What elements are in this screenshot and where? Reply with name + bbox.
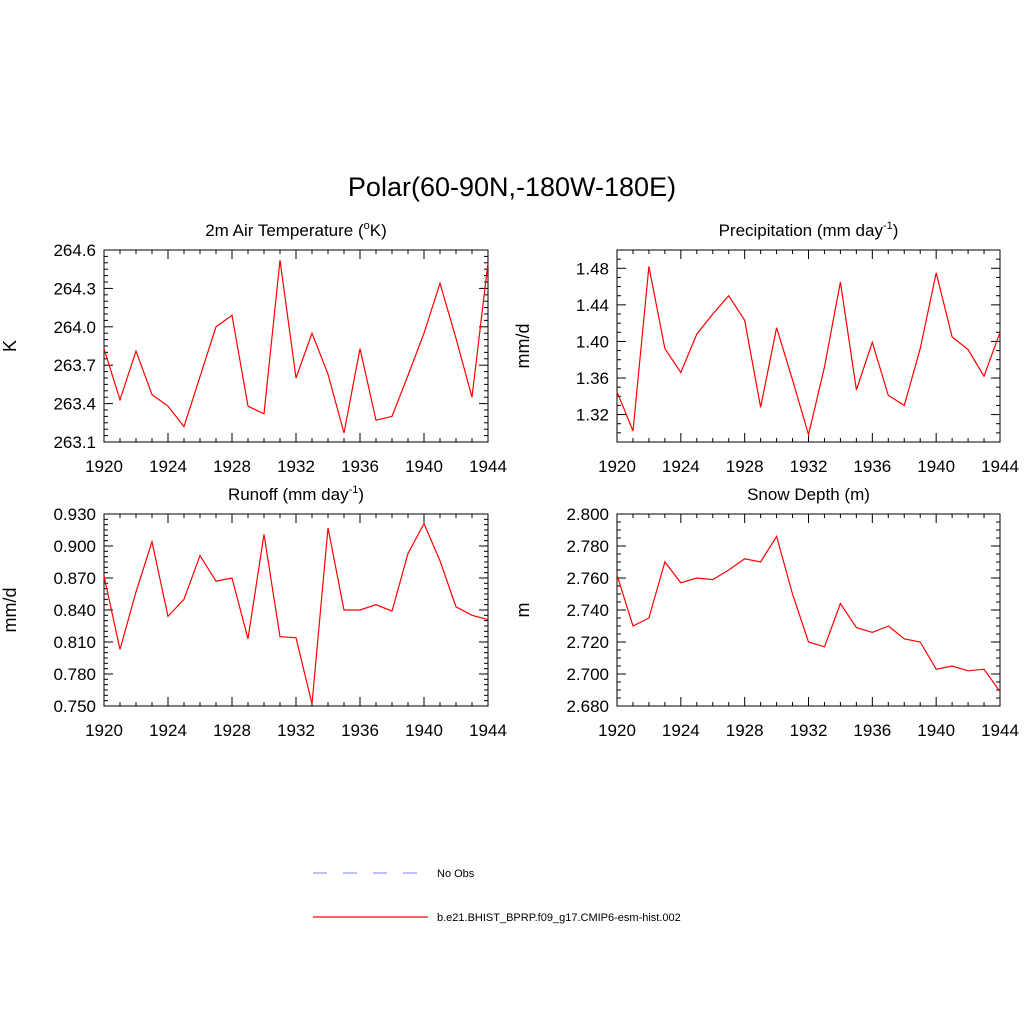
panel-title-main: 2m Air Temperature ( <box>205 221 364 240</box>
series-line-runoff <box>103 522 489 705</box>
x-tick-label: 1944 <box>469 457 507 476</box>
plot-frame-snow-depth <box>616 513 1001 707</box>
y-tick-label: 2.800 <box>566 505 609 524</box>
y-tick-label: 0.870 <box>53 569 96 588</box>
y-axis-label: m <box>513 603 533 618</box>
y-tick-label: 0.930 <box>53 505 96 524</box>
y-tick-label: 1.44 <box>576 296 609 315</box>
panel-title-main: Snow Depth (m) <box>747 485 870 504</box>
x-tick-label: 1924 <box>662 457 700 476</box>
y-tick-label: 2.780 <box>566 537 609 556</box>
x-tick-label: 1932 <box>277 721 315 740</box>
y-tick-label: 1.36 <box>576 369 609 388</box>
x-tick-label: 1940 <box>917 721 955 740</box>
y-tick-label: 2.760 <box>566 569 609 588</box>
panel-title: Runoff (mm day-1) <box>228 484 364 504</box>
y-tick-label: 1.32 <box>576 406 609 425</box>
series-line-air-temperature <box>103 260 489 434</box>
x-tick-label: 1928 <box>213 457 251 476</box>
y-axis-label: mm/d <box>0 588 20 633</box>
plot-frame-air-temperature <box>103 249 489 443</box>
y-tick-label: 263.7 <box>53 356 96 375</box>
y-tick-label: 2.720 <box>566 633 609 652</box>
plot-frame-runoff <box>103 513 489 707</box>
panel-snow-depth: 1920 1924 1928 1932 1936 1940 1944 2.680 2.700 2.… <box>513 485 1019 740</box>
x-tick-label: 1936 <box>341 721 379 740</box>
series-line-precipitation <box>616 266 1001 438</box>
panel-title-main: Runoff (mm day <box>228 485 349 504</box>
y-tick-label: 263.4 <box>53 395 96 414</box>
y-tick-label: 2.740 <box>566 601 609 620</box>
y-tick-label: 0.750 <box>53 697 96 716</box>
x-tick-label: 1932 <box>790 457 828 476</box>
panel-title: Snow Depth (m) <box>747 485 870 504</box>
panel-precipitation: 1920 1924 1928 1932 1936 1940 1944 1.32 1.36 1.40… <box>513 220 1019 476</box>
x-tick-label: 1920 <box>598 457 636 476</box>
panel-title: Precipitation (mm day-1) <box>719 220 899 240</box>
panel-title-rest: ) <box>893 221 899 240</box>
x-tick-label: 1924 <box>149 457 187 476</box>
x-tick-label: 1940 <box>405 721 443 740</box>
x-tick-label: 1940 <box>917 457 955 476</box>
x-tick-label: 1928 <box>726 721 764 740</box>
x-tick-label: 1920 <box>598 721 636 740</box>
x-tick-label: 1920 <box>85 721 123 740</box>
x-tick-label: 1920 <box>85 457 123 476</box>
panel-title-main: Precipitation (mm day <box>719 221 884 240</box>
x-tick-label: 1936 <box>853 457 891 476</box>
x-tick-label: 1944 <box>981 721 1019 740</box>
x-tick-label: 1928 <box>726 457 764 476</box>
x-tick-label: 1928 <box>213 721 251 740</box>
x-tick-label: 1932 <box>790 721 828 740</box>
x-tick-label: 1924 <box>662 721 700 740</box>
y-tick-label: 0.810 <box>53 633 96 652</box>
x-tick-label: 1932 <box>277 457 315 476</box>
x-tick-label: 1944 <box>469 721 507 740</box>
panel-air-temperature: 1920 1924 1928 1932 1936 1940 1944 263.1 263.4 26… <box>0 220 507 476</box>
panel-runoff: 1920 1924 1928 1932 1936 1940 1944 0.750 0.780 0.… <box>0 484 507 740</box>
y-tick-label: 0.780 <box>53 665 96 684</box>
y-tick-label: 2.680 <box>566 697 609 716</box>
panel-title-superscript: -1 <box>883 220 893 232</box>
panel-title-superscript: o <box>364 220 370 232</box>
y-tick-label: 264.6 <box>53 241 96 260</box>
panel-title-superscript: -1 <box>349 484 359 496</box>
legend: No Obs b.e21.BHIST_BPRP.f09_g17.CMIP6-es… <box>313 868 681 924</box>
y-axis-label: K <box>0 340 20 352</box>
x-tick-label: 1924 <box>149 721 187 740</box>
x-tick-label: 1936 <box>341 457 379 476</box>
series-line-snow-depth <box>616 534 1001 692</box>
y-tick-label: 2.700 <box>566 665 609 684</box>
y-axis-label: mm/d <box>513 324 533 369</box>
panel-title-rest: K) <box>370 221 387 240</box>
y-tick-label: 0.840 <box>53 601 96 620</box>
y-tick-label: 264.3 <box>53 279 96 298</box>
panel-title: 2m Air Temperature (oK) <box>205 220 387 240</box>
y-tick-label: 264.0 <box>53 318 96 337</box>
y-tick-label: 263.1 <box>53 433 96 452</box>
y-tick-label: 1.48 <box>576 259 609 278</box>
panel-title-rest: ) <box>358 485 364 504</box>
legend-label-no-obs: No Obs <box>437 868 475 880</box>
x-tick-label: 1944 <box>981 457 1019 476</box>
legend-label-model: b.e21.BHIST_BPRP.f09_g17.CMIP6-esm-hist.… <box>437 912 681 924</box>
y-tick-label: 1.40 <box>576 332 609 351</box>
x-tick-label: 1940 <box>405 457 443 476</box>
plot-frame-precipitation <box>616 249 1001 443</box>
x-tick-label: 1936 <box>853 721 891 740</box>
figure-title: Polar(60-90N,-180W-180E) <box>348 172 676 202</box>
y-tick-label: 0.900 <box>53 537 96 556</box>
